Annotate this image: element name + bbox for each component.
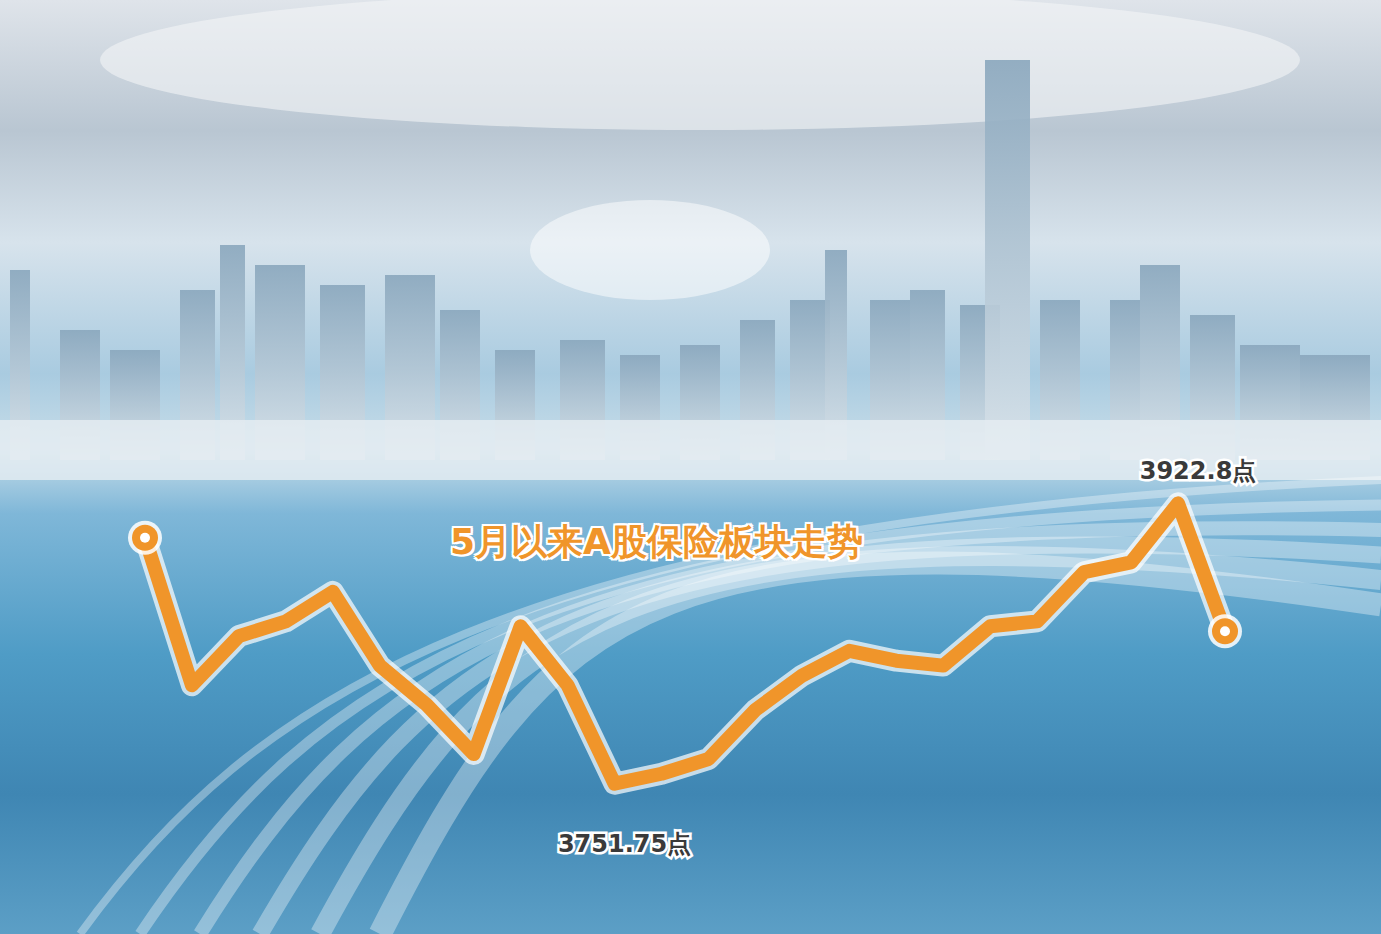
svg-text:3922.8点: 3922.8点: [1140, 457, 1257, 485]
svg-text:3751.75点: 3751.75点: [558, 830, 691, 858]
html-text:5月以来A股保险板块走势: 5月以来A股保险板块走势: [450, 521, 863, 562]
